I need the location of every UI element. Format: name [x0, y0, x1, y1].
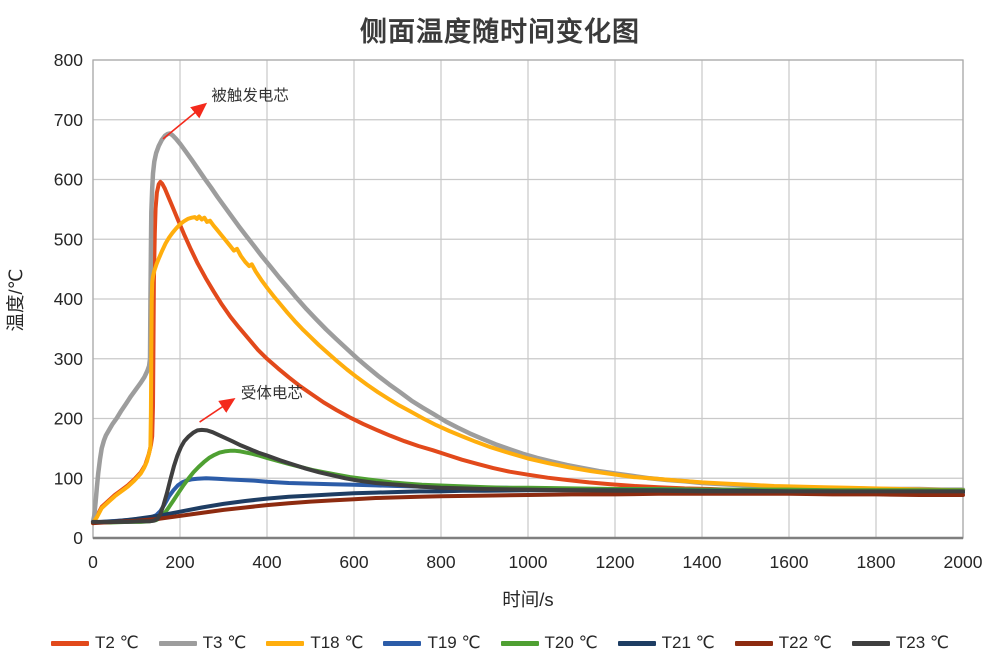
legend-item-T2: T2 ℃ — [51, 633, 139, 653]
legend-item-T19: T19 ℃ — [383, 633, 481, 653]
y-tick-label: 100 — [54, 468, 83, 488]
y-tick-label: 500 — [54, 229, 83, 249]
annotation-text: 受体电芯 — [241, 384, 303, 402]
legend-label: T18 ℃ — [310, 633, 364, 652]
legend: T2 ℃ T3 ℃ T18 ℃ T19 ℃ T20 ℃ T21 ℃ T22 ℃ T23 ℃ — [0, 624, 1000, 662]
annotation-arrow — [162, 102, 208, 140]
annotation-arrow — [199, 398, 236, 423]
legend-label: T20 ℃ — [544, 633, 598, 652]
legend-swatch — [383, 640, 422, 646]
legend-item-T3: T3 ℃ — [158, 633, 247, 653]
legend-item-T20: T20 ℃ — [500, 633, 598, 653]
series-line-T22 — [91, 491, 965, 526]
y-tick-label: 400 — [54, 289, 83, 309]
y-tick-label: 0 — [73, 528, 83, 548]
series-line-T18 — [91, 214, 965, 526]
x-tick-label: 400 — [252, 552, 281, 572]
x-tick-label: 1400 — [683, 552, 722, 572]
y-tick-label: 200 — [54, 409, 83, 429]
legend-label: T19 ℃ — [427, 633, 481, 652]
x-tick-label: 800 — [426, 552, 455, 572]
legend-swatch — [617, 640, 656, 646]
legend-swatch — [851, 640, 890, 646]
x-tick-label: 1200 — [596, 552, 635, 572]
legend-swatch — [500, 640, 539, 646]
x-tick-label: 1000 — [509, 552, 548, 572]
legend-swatch — [734, 640, 773, 646]
legend-label: T2 ℃ — [95, 633, 139, 652]
x-tick-label: 600 — [339, 552, 368, 572]
chart-title: 侧面温度随时间变化图 — [360, 17, 640, 47]
x-tick-label: 2000 — [944, 552, 983, 572]
y-axis-label: 温度/℃ — [5, 269, 26, 332]
legend-swatch — [51, 640, 90, 646]
legend-item-T18: T18 ℃ — [266, 633, 363, 653]
gridlines — [92, 59, 964, 540]
series-line-T23 — [91, 427, 965, 524]
legend-label: T21 ℃ — [661, 633, 715, 652]
x-tick-label: 200 — [165, 552, 194, 572]
x-axis-label: 时间/s — [502, 589, 553, 610]
legend-swatch — [158, 640, 197, 646]
y-tick-label: 600 — [54, 170, 83, 190]
legend-item-T23: T23 ℃ — [851, 633, 949, 653]
x-tick-label: 1800 — [857, 552, 896, 572]
axis-ticks: 0 100 200 300 400 500 600 700 800 0 200 400 600 800 10… — [54, 50, 983, 572]
series-lines — [90, 131, 966, 526]
x-tick-label: 1600 — [770, 552, 809, 572]
legend-item-T22: T22 ℃ — [734, 633, 832, 653]
annotation-text: 被触发电芯 — [211, 86, 289, 104]
legend-label: T23 ℃ — [895, 633, 949, 652]
x-tick-label: 0 — [88, 552, 98, 572]
legend-swatch — [266, 640, 305, 646]
y-tick-label: 700 — [54, 110, 83, 130]
y-tick-label: 300 — [54, 349, 83, 369]
plot-area: 0 100 200 300 400 500 600 700 800 0 200 400 600 800 10… — [5, 50, 983, 610]
y-tick-label: 800 — [54, 50, 83, 70]
legend-label: T22 ℃ — [778, 633, 832, 652]
legend-label: T3 ℃ — [202, 633, 247, 652]
legend-item-T21: T21 ℃ — [617, 633, 715, 653]
